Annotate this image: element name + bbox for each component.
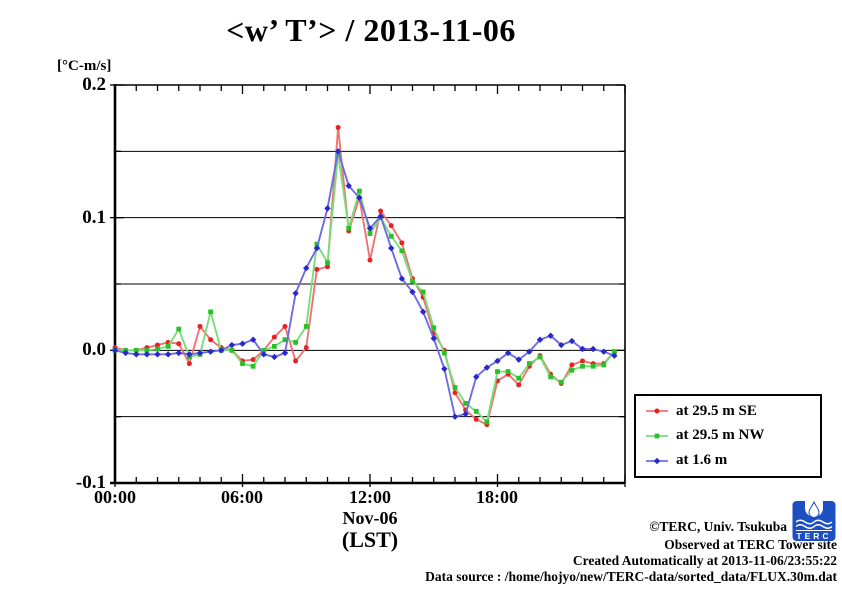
legend-marker-red xyxy=(646,408,668,414)
legend-label: at 29.5 m SE xyxy=(676,402,757,419)
chart-title: <w’ T’> / 2013-11-06 xyxy=(226,12,516,48)
legend-label: at 1.6 m xyxy=(676,452,728,469)
x-tick-label-0600: 06:00 xyxy=(221,487,263,507)
legend-marker-blue xyxy=(646,457,668,464)
y-axis-unit-label: [°C-m/s] xyxy=(57,58,112,74)
footer-observed: Observed at TERC Tower site xyxy=(664,537,837,552)
legend-item-29.5m-SE: at 29.5 m SE xyxy=(645,403,820,420)
terc-logo-text: TERC xyxy=(796,531,831,541)
legend-marker-green xyxy=(646,433,668,439)
y-tick-label-0.2: 0.2 xyxy=(82,74,106,95)
x-tick-label-0000: 00:00 xyxy=(94,487,136,507)
y-tick-label--0.1: -0.1 xyxy=(75,472,106,493)
terc-logo: TERC xyxy=(792,500,836,541)
footer-credit: ©TERC, Univ. Tsukuba xyxy=(649,519,787,534)
y-tick-label-0.0: 0.0 xyxy=(82,339,106,360)
legend-item-29.5m-NW: at 29.5 m NW xyxy=(645,427,820,444)
footer-data-source: Data source : /home/hojyo/new/TERC-data/… xyxy=(425,569,837,584)
wave-icon xyxy=(795,519,833,525)
x-tick-label-1800: 18:00 xyxy=(476,487,518,507)
x-axis-date-label: Nov-06 xyxy=(342,508,398,528)
legend-item-1.6m: at 1.6 m xyxy=(645,452,820,469)
legend-box: at 29.5 m SE at 29.5 m NW at 1.6 m xyxy=(634,394,822,478)
footer-created: Created Automatically at 2013-11-06/23:5… xyxy=(572,553,837,568)
wave-icon xyxy=(795,524,833,529)
y-tick-label-0.1: 0.1 xyxy=(82,207,106,228)
x-axis-timezone-label: (LST) xyxy=(341,527,399,552)
x-tick-label-1200: 12:00 xyxy=(349,487,391,507)
legend-label: at 29.5 m NW xyxy=(676,427,765,444)
water-drop-icon xyxy=(808,500,820,518)
